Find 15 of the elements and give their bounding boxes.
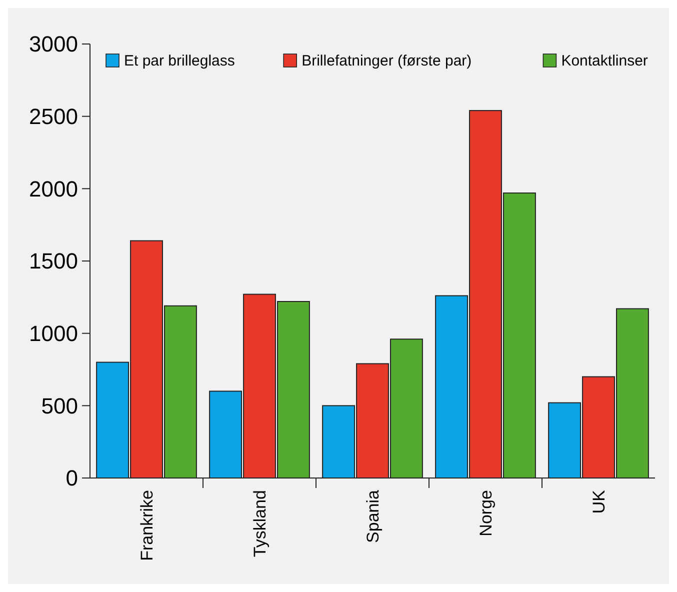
y-tick-label: 500	[41, 393, 78, 418]
x-tick-label: Frankrike	[137, 490, 156, 561]
y-tick-label: 1500	[29, 248, 78, 274]
x-tick-label: UK	[589, 489, 608, 514]
y-tick-label: 3000	[29, 32, 78, 57]
y-tick-label: 2500	[29, 104, 78, 130]
legend-label: Brillefatninger (første par)	[302, 52, 472, 70]
y-tick-label: 0	[66, 466, 78, 491]
y-tick-label: 1000	[29, 321, 78, 346]
x-tick-label: Tyskland	[250, 490, 270, 558]
legend-label: Et par brilleglass	[124, 52, 235, 70]
x-tick-label: Spania	[363, 489, 382, 543]
x-tick-label: Norge	[476, 490, 496, 536]
y-tick-label: 2000	[29, 176, 78, 202]
legend-label: Kontaktlinser	[561, 52, 648, 70]
